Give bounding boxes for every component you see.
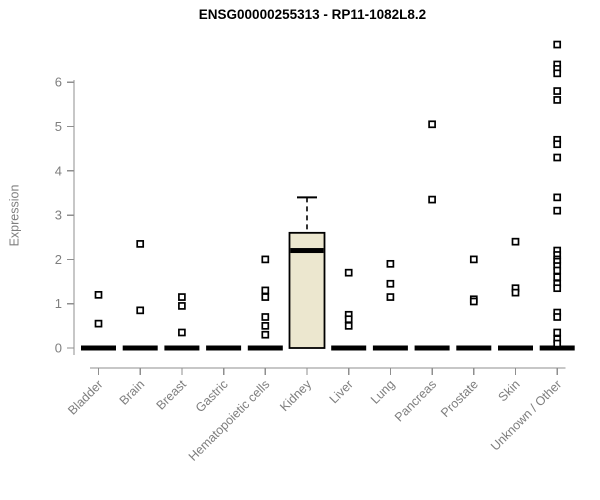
chart-title: ENSG00000255313 - RP11-1082L8.2 bbox=[198, 7, 427, 22]
zero-median-bar bbox=[456, 345, 492, 351]
x-tick-label: Pancreas bbox=[392, 377, 439, 424]
zero-median-bar bbox=[247, 345, 283, 351]
x-tick-label: Liver bbox=[327, 377, 356, 406]
outlier-point bbox=[553, 193, 562, 202]
zero-median-bar bbox=[372, 345, 408, 351]
x-tick-label: Skin bbox=[496, 377, 523, 404]
x-tick-label: Lung bbox=[368, 377, 398, 407]
zero-median-bar bbox=[414, 345, 450, 351]
zero-median-bar bbox=[539, 345, 575, 351]
x-tick-label: Breast bbox=[154, 377, 190, 413]
outlier-point bbox=[261, 286, 270, 295]
y-tick-label: 3 bbox=[55, 208, 62, 223]
median-line bbox=[290, 248, 324, 254]
outlier-point bbox=[553, 328, 562, 337]
outlier-point bbox=[94, 319, 103, 328]
x-tick-label: Gastric bbox=[193, 377, 231, 415]
outlier-point bbox=[428, 120, 436, 129]
x-tick-label: Hematopoietic cells bbox=[186, 377, 273, 464]
outlier-point bbox=[553, 284, 562, 293]
y-tick-label: 1 bbox=[55, 296, 62, 311]
outlier-point bbox=[344, 322, 353, 330]
outlier-point bbox=[136, 306, 145, 315]
outlier-point bbox=[94, 290, 103, 299]
outlier-point bbox=[178, 328, 186, 337]
x-tick-label: Brain bbox=[117, 377, 148, 408]
zero-median-bar bbox=[164, 345, 200, 351]
outlier-point bbox=[553, 96, 562, 104]
outlier-point bbox=[261, 330, 270, 339]
outlier-point bbox=[553, 40, 562, 49]
outlier-point bbox=[553, 339, 562, 348]
outlier-point bbox=[511, 237, 520, 246]
outlier-point bbox=[344, 315, 353, 324]
outlier-point bbox=[553, 266, 562, 275]
zero-median-bar bbox=[331, 345, 367, 351]
outlier-point bbox=[469, 255, 478, 264]
zero-median-bar bbox=[122, 345, 158, 351]
outlier-point bbox=[553, 69, 562, 78]
outlier-point bbox=[469, 297, 478, 306]
outlier-point bbox=[344, 268, 353, 277]
outlier-point bbox=[178, 302, 186, 310]
zero-median-bar bbox=[206, 345, 242, 351]
y-tick-label: 0 bbox=[55, 341, 62, 356]
outlier-point bbox=[261, 322, 270, 330]
x-tick-label: Prostate bbox=[438, 377, 481, 420]
y-tick-label: 4 bbox=[55, 163, 62, 178]
outlier-point bbox=[386, 259, 395, 268]
x-tick-label: Unknown / Other bbox=[488, 377, 564, 453]
x-tick-label: Kidney bbox=[277, 377, 314, 414]
outlier-point bbox=[428, 195, 436, 204]
outlier-point bbox=[386, 279, 395, 288]
outlier-point bbox=[136, 240, 145, 248]
y-tick-label: 5 bbox=[55, 119, 62, 134]
outlier-point bbox=[553, 206, 562, 215]
outlier-point bbox=[261, 293, 270, 301]
outlier-point bbox=[553, 87, 562, 95]
x-tick-label: Bladder bbox=[65, 377, 105, 417]
outlier-point bbox=[261, 255, 270, 264]
outlier-point bbox=[553, 153, 562, 162]
outlier-point bbox=[178, 293, 186, 301]
zero-median-bar bbox=[81, 345, 116, 351]
outlier-point bbox=[386, 293, 395, 301]
outlier-point bbox=[553, 273, 562, 281]
zero-median-bar bbox=[498, 345, 533, 351]
y-tick-label: 2 bbox=[55, 252, 62, 267]
outlier-point bbox=[553, 313, 562, 321]
outlier-point bbox=[261, 313, 270, 321]
outlier-point bbox=[553, 140, 562, 149]
y-tick-label: 6 bbox=[55, 75, 62, 90]
outlier-point bbox=[511, 288, 520, 297]
